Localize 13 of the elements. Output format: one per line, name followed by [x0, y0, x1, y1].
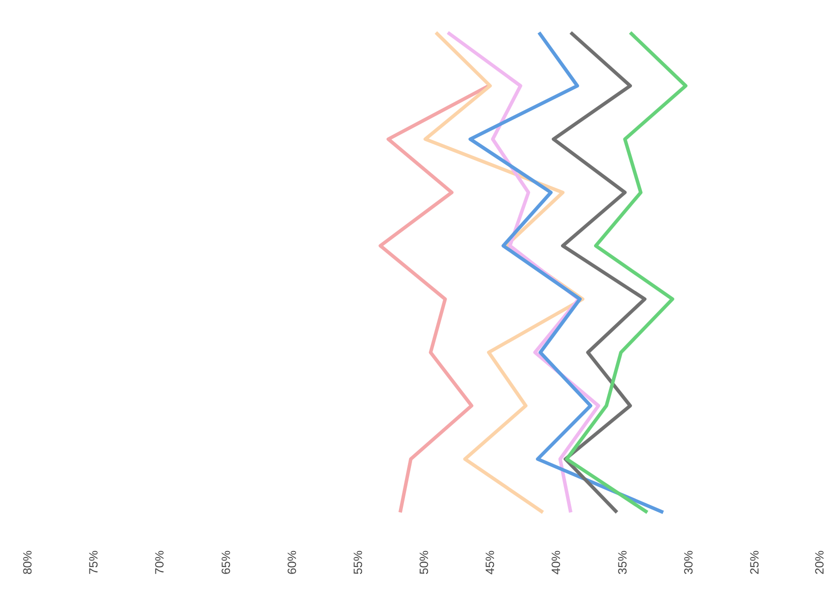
x-tick-label: 75%: [86, 550, 101, 575]
x-tick-label: 35%: [615, 550, 630, 575]
x-tick-label: 40%: [549, 550, 564, 575]
x-tick-label: 80%: [20, 550, 34, 575]
x-tick-label: 55%: [350, 550, 365, 575]
x-tick-label: 45%: [483, 550, 498, 575]
x-tick-label: 65%: [218, 550, 233, 575]
x-tick-label: 60%: [284, 550, 299, 575]
x-tick-label: 30%: [681, 550, 696, 575]
x-tick-label: 20%: [812, 550, 826, 575]
x-tick-label: 25%: [747, 550, 762, 575]
x-tick-label: 70%: [152, 550, 167, 575]
x-tick-label: 50%: [417, 550, 431, 575]
